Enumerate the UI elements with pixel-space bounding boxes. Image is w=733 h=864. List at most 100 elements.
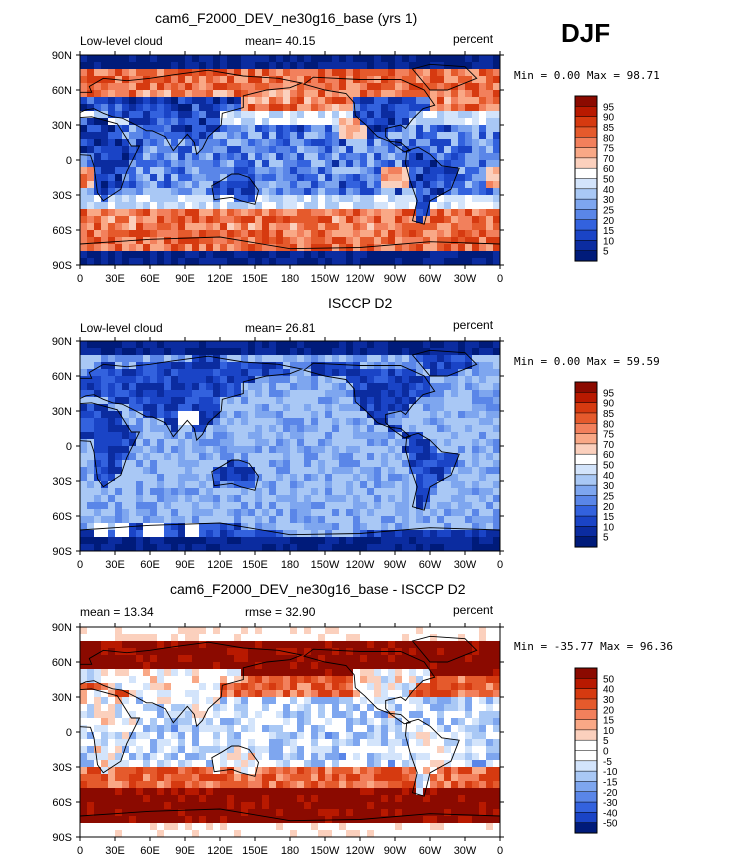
- map-cell: [458, 418, 466, 426]
- map-cell: [234, 495, 242, 503]
- map-cell: [164, 209, 172, 217]
- map-cell: [339, 753, 347, 761]
- map-cell: [283, 237, 291, 245]
- map-cell: [290, 188, 298, 196]
- map-cell: [479, 174, 487, 182]
- map-cell: [234, 237, 242, 245]
- map-cell: [283, 258, 291, 265]
- map-cell: [255, 76, 263, 84]
- map-cell: [416, 446, 424, 454]
- map-cell: [395, 195, 403, 203]
- map-cell: [416, 202, 424, 210]
- map-cell: [451, 132, 459, 140]
- map-cell: [80, 118, 88, 126]
- map-cell: [444, 258, 452, 265]
- map-cell: [353, 732, 361, 740]
- map-cell: [367, 146, 375, 154]
- map-cell: [437, 739, 445, 747]
- map-cell: [353, 258, 361, 265]
- map-cell: [150, 348, 158, 356]
- map-cell: [108, 376, 116, 384]
- map-cell: [479, 383, 487, 391]
- map-cell: [381, 495, 389, 503]
- map-cell: [276, 104, 284, 112]
- map-cell: [122, 132, 130, 140]
- map-cell: [367, 502, 375, 510]
- map-cell: [171, 467, 179, 475]
- map-cell: [171, 404, 179, 412]
- map-cell: [101, 523, 109, 531]
- map-cell: [339, 746, 347, 754]
- map-cell: [367, 341, 375, 349]
- map-cell: [80, 655, 88, 663]
- map-cell: [290, 62, 298, 70]
- map-cell: [416, 669, 424, 677]
- map-cell: [87, 502, 95, 510]
- map-cell: [143, 641, 151, 649]
- colorbar-label: 85: [603, 123, 615, 134]
- map-cell: [157, 481, 165, 489]
- map-cell: [458, 725, 466, 733]
- colorbar-swatch: [574, 106, 598, 118]
- map-cell: [206, 195, 214, 203]
- map-cell: [423, 258, 431, 265]
- map-cell: [353, 390, 361, 398]
- map-cell: [360, 439, 368, 447]
- map-cell: [416, 348, 424, 356]
- map-cell: [304, 244, 312, 252]
- map-cell: [283, 174, 291, 182]
- map-cell: [269, 97, 277, 105]
- map-cell: [458, 153, 466, 161]
- map-cell: [451, 390, 459, 398]
- map-cell: [374, 404, 382, 412]
- map-cell: [297, 244, 305, 252]
- map-cell: [178, 655, 186, 663]
- map-cell: [332, 425, 340, 433]
- map-cell: [297, 697, 305, 705]
- map-cell: [206, 446, 214, 454]
- map-cell: [199, 704, 207, 712]
- map-cell: [115, 732, 123, 740]
- map-cell: [388, 174, 396, 182]
- map-cell: [234, 641, 242, 649]
- map-cell: [241, 153, 249, 161]
- map-cell: [283, 355, 291, 363]
- map-cell: [444, 76, 452, 84]
- map-cell: [290, 537, 298, 545]
- map-cell: [297, 125, 305, 133]
- map-cell: [409, 62, 417, 70]
- map-cell: [241, 146, 249, 154]
- map-cell: [143, 188, 151, 196]
- map-cell: [486, 488, 494, 496]
- map-cell: [346, 746, 354, 754]
- map-cell: [493, 453, 500, 461]
- map-cell: [87, 104, 95, 112]
- colorbar-swatch: [574, 229, 598, 241]
- map-cell: [94, 648, 102, 656]
- map-cell: [493, 237, 500, 245]
- map-cell: [164, 690, 172, 698]
- map-cell: [367, 704, 375, 712]
- map-cell: [262, 725, 270, 733]
- map-cell: [311, 348, 319, 356]
- map-cell: [227, 753, 235, 761]
- map-cell: [458, 223, 466, 231]
- map-cell: [465, 76, 473, 84]
- map-cell: [108, 97, 116, 105]
- map-cell: [171, 355, 179, 363]
- map-cell: [199, 683, 207, 691]
- map-cell: [171, 195, 179, 203]
- map-cell: [199, 111, 207, 119]
- map-cell: [430, 125, 438, 133]
- map-cell: [395, 627, 403, 635]
- map-cell: [129, 690, 137, 698]
- map-cell: [213, 439, 221, 447]
- map-cell: [94, 418, 102, 426]
- panel2-variable-label: Low-level cloud: [80, 321, 163, 335]
- map-cell: [465, 132, 473, 140]
- map-cell: [304, 383, 312, 391]
- map-cell: [227, 369, 235, 377]
- map-cell: [157, 397, 165, 405]
- map-cell: [444, 362, 452, 370]
- map-cell: [150, 258, 158, 265]
